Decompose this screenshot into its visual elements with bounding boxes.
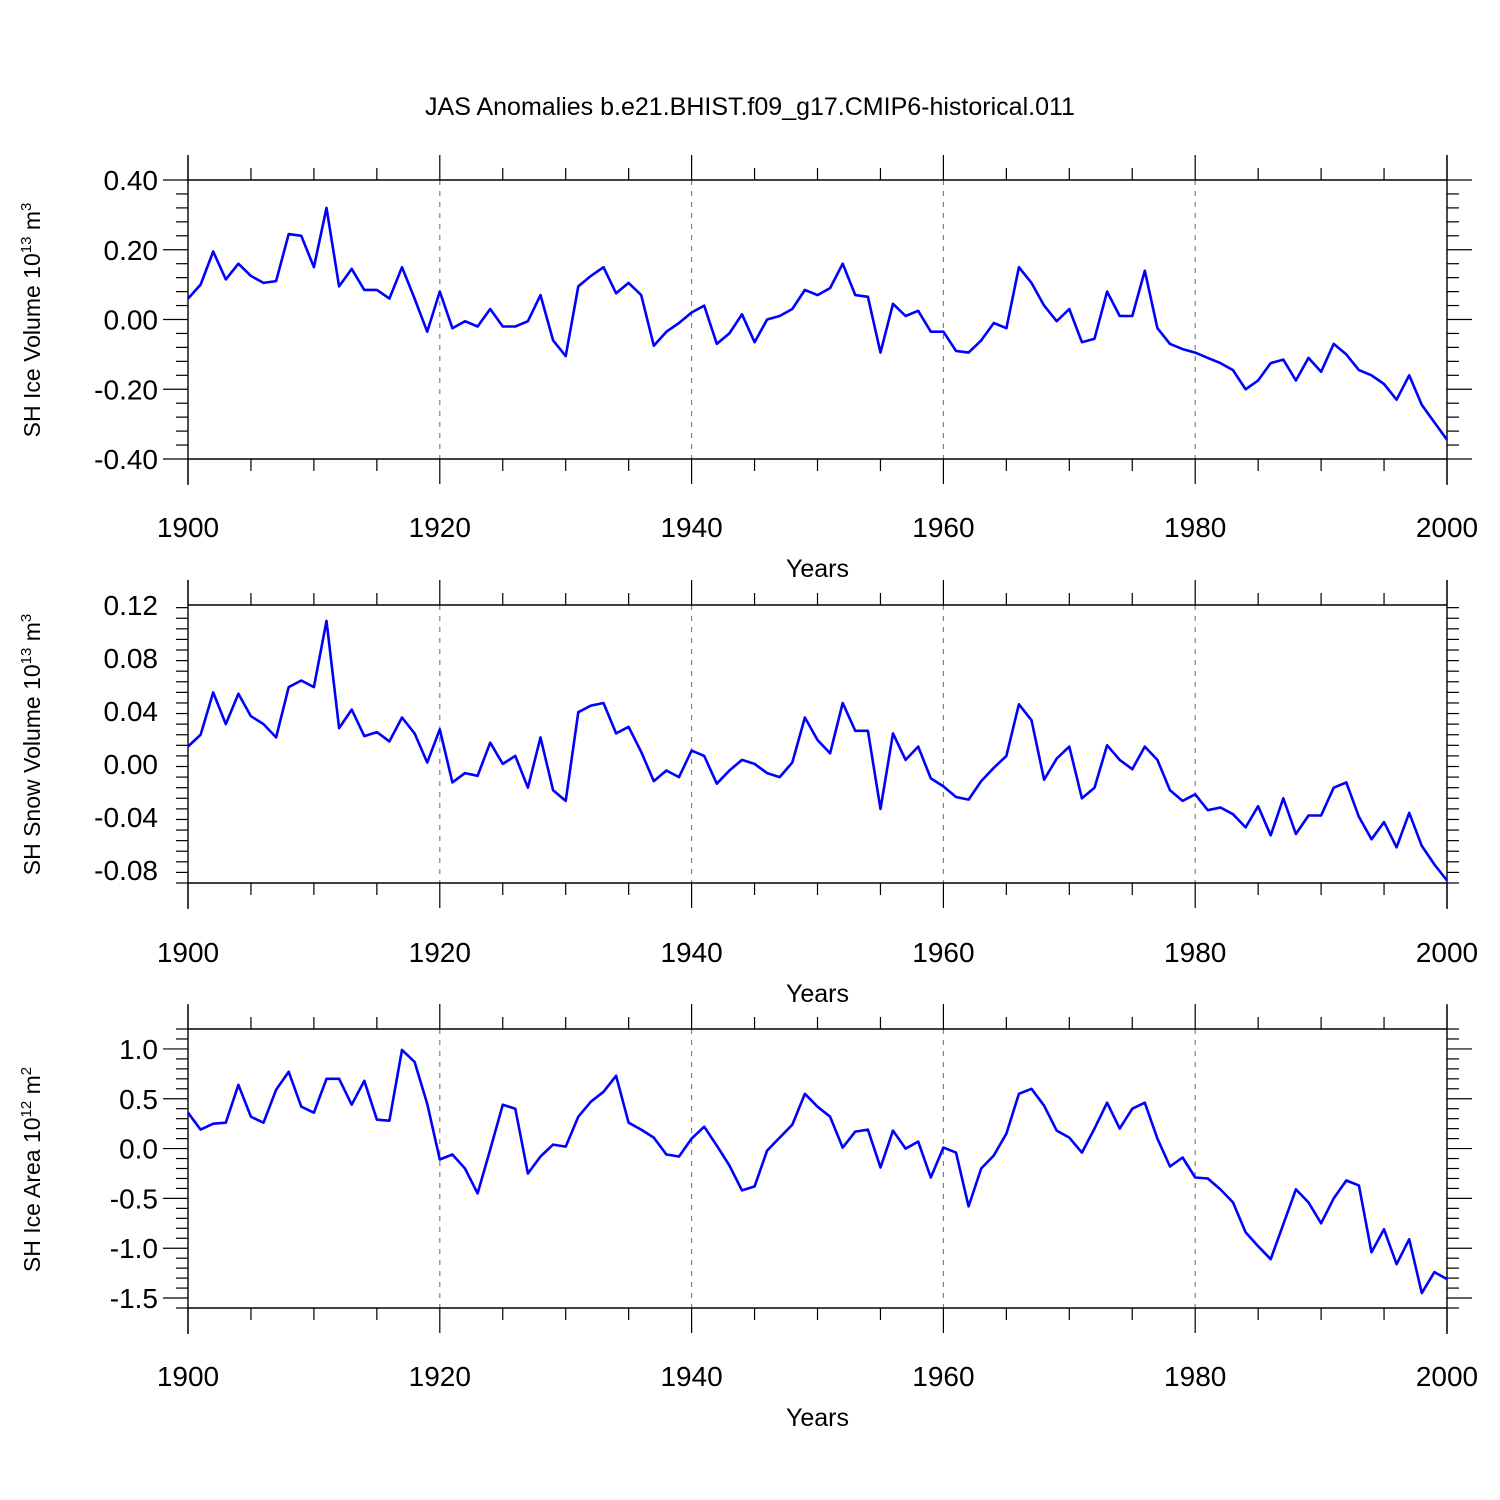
x-tick-label: 1960 [912,1361,974,1392]
x-tick-label: 1900 [157,512,219,543]
y-axis-title-exponent: 13 [18,237,35,254]
x-tick-label: 1920 [409,937,471,968]
series-line-1 [186,1048,1448,1295]
x-tick-label: 1940 [660,1361,722,1392]
y-tick-label: 0.40 [104,165,159,196]
x-tick-label: 1980 [1164,1361,1226,1392]
panel-2: -0.08 -0.04 0.00 0.04 0.08 0.12 1900 1920 1940 19… [18,580,1478,1008]
y-tick-label: -1.5 [110,1283,158,1314]
y-tick-label: 0.00 [104,305,159,336]
x-axis-title: Years [786,980,849,1008]
y-tick-label: 0.5 [119,1084,158,1115]
y-tick-label: 0.20 [104,235,159,266]
y-axis-title-unit-exponent: 2 [18,1067,35,1075]
y-axis-title-unit-exponent: 3 [18,203,35,211]
x-tick-label: 1960 [912,512,974,543]
y-tick-label: -0.20 [94,374,158,405]
y-tick-label: -0.04 [94,802,158,833]
y-axis-title: SH Snow Volume 1013 m3 [18,614,45,876]
series-line-1 [187,619,1449,882]
panel-3: -1.5 -1.0 -0.5 0.0 0.5 1.0 1900 1920 1940 1960 198… [18,1004,1478,1432]
y-axis-title-unit-exponent: 3 [18,614,35,622]
y-tick-label: 0.00 [104,749,159,780]
x-axis-title: Years [786,1404,849,1432]
y-tick-label: 0.0 [119,1134,158,1165]
panel-1: -0.40 -0.20 0.00 0.20 0.40 1900 1920 1940 1960 19… [18,155,1478,583]
x-tick-label: 1960 [912,937,974,968]
x-tick-label: 1900 [157,937,219,968]
x-tick-label: 1980 [1164,512,1226,543]
y-tick-label: -0.5 [110,1183,158,1214]
x-tick-label: 1920 [409,1361,471,1392]
y-axis-title-unit: m [19,1075,45,1101]
y-tick-label: -0.40 [94,444,158,475]
y-axis-title-exponent: 13 [18,648,35,665]
y-axis-title-exponent: 12 [18,1101,35,1118]
series-line-1 [187,206,1449,441]
x-tick-label: 2000 [1416,512,1478,543]
y-tick-label: -0.08 [94,855,158,886]
y-tick-label: 0.12 [104,590,159,621]
x-tick-label: 1940 [660,937,722,968]
y-tick-label: -1.0 [110,1233,158,1264]
x-tick-label: 1980 [1164,937,1226,968]
y-tick-label: 1.0 [119,1034,158,1065]
y-tick-label: 0.04 [104,696,159,727]
x-axis-title: Years [786,555,849,583]
y-axis-title-unit: m [19,211,45,237]
x-tick-label: 1920 [409,512,471,543]
y-axis-title-main: SH Snow Volume 10 [19,664,45,875]
y-axis-title: SH Ice Volume 1013 m3 [18,203,45,438]
x-tick-label: 1900 [157,1361,219,1392]
panels: -0.40 -0.20 0.00 0.20 0.40 1900 1920 1940 1960 19… [18,155,1478,1432]
x-tick-label: 1940 [660,512,722,543]
y-axis-title-unit: m [19,622,45,648]
x-tick-label: 2000 [1416,1361,1478,1392]
y-axis-title: SH Ice Area 1012 m2 [18,1067,45,1272]
chart-title: JAS Anomalies b.e21.BHIST.f09_g17.CMIP6-… [425,93,1075,121]
y-axis-title-main: SH Ice Volume 10 [19,253,45,437]
x-tick-label: 2000 [1416,937,1478,968]
y-tick-label: 0.08 [104,643,159,674]
y-axis-title-main: SH Ice Area 10 [19,1117,45,1272]
